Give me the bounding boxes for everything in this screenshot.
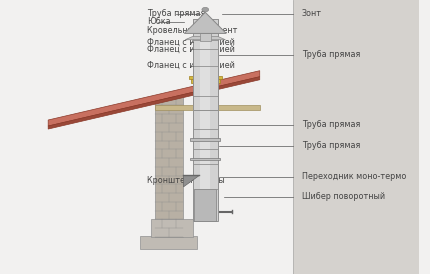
Bar: [190, 158, 220, 160]
Text: Зонт: Зонт: [301, 9, 322, 18]
Bar: [190, 138, 220, 141]
Bar: [155, 97, 184, 237]
Bar: [151, 219, 193, 237]
Text: Труба прямая: Труба прямая: [147, 9, 205, 18]
Bar: [191, 79, 220, 83]
Polygon shape: [48, 71, 260, 126]
Text: Труба прямая: Труба прямая: [301, 120, 360, 129]
Circle shape: [202, 7, 209, 12]
Bar: [140, 236, 197, 249]
Polygon shape: [184, 12, 226, 33]
Bar: [200, 19, 210, 221]
Text: Юбка: Юбка: [147, 18, 170, 26]
Bar: [155, 105, 260, 110]
Text: Кронштейн опоры: Кронштейн опоры: [147, 176, 224, 185]
Polygon shape: [184, 175, 200, 187]
Text: Шибер поворотный: Шибер поворотный: [301, 192, 385, 201]
Text: Труба прямая: Труба прямая: [301, 141, 360, 150]
Bar: [193, 19, 218, 221]
Bar: [188, 76, 222, 79]
Polygon shape: [48, 77, 260, 129]
Bar: [200, 19, 210, 110]
Bar: [193, 101, 218, 104]
Text: Фланец с изоляцией: Фланец с изоляцией: [147, 38, 234, 47]
FancyBboxPatch shape: [293, 0, 419, 274]
Bar: [200, 33, 211, 41]
Bar: [193, 19, 218, 110]
Polygon shape: [185, 36, 225, 40]
Text: Фланец с изоляцией: Фланец с изоляцией: [147, 44, 234, 53]
Text: Кровельный элемент: Кровельный элемент: [147, 27, 237, 35]
Text: Труба прямая: Труба прямая: [301, 50, 360, 59]
Text: Переходник моно-термо: Переходник моно-термо: [301, 172, 406, 181]
Text: Фланец с изоляцией: Фланец с изоляцией: [147, 61, 234, 70]
Bar: [194, 189, 216, 221]
